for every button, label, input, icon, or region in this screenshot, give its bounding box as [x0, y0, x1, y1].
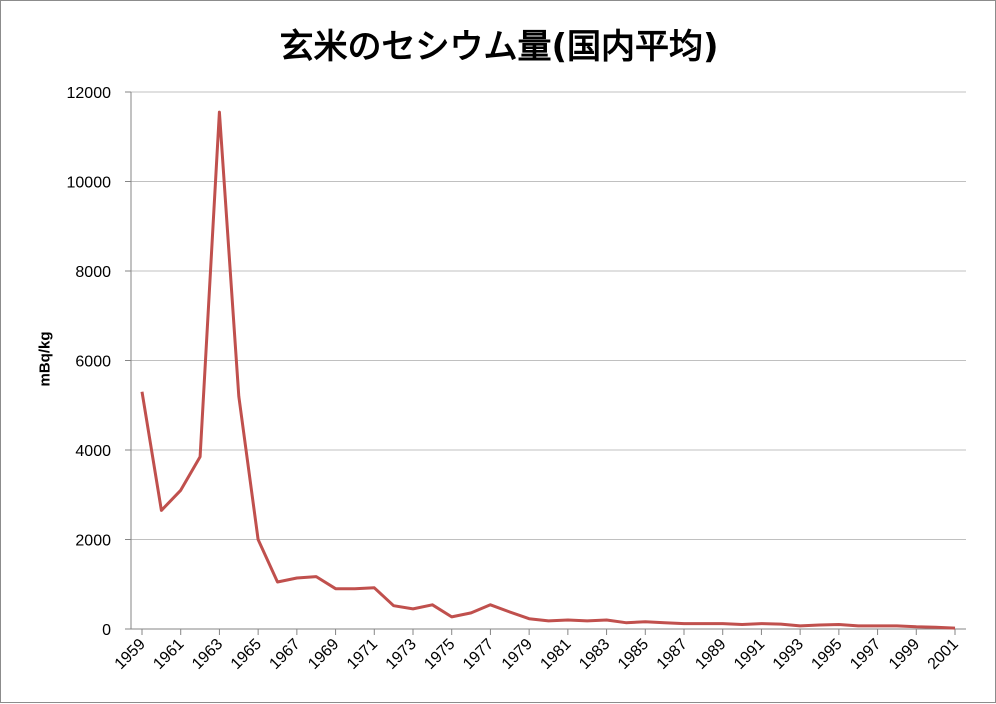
x-tick-label: 1999 — [886, 636, 923, 673]
x-tick-label: 1997 — [847, 636, 884, 673]
y-tick-label: 2000 — [75, 533, 111, 550]
x-tick-label: 1965 — [228, 636, 265, 673]
x-tick-label: 1981 — [537, 636, 574, 673]
x-tick-label: 1961 — [150, 636, 187, 673]
x-tick-label: 1985 — [615, 636, 652, 673]
x-tick-label: 1989 — [692, 636, 729, 673]
x-tick-label: 1973 — [383, 636, 420, 673]
x-tick-label: 1971 — [344, 636, 381, 673]
y-tick-label: 6000 — [75, 354, 111, 371]
x-tick-label: 2001 — [925, 636, 962, 673]
x-tick-label: 1963 — [189, 636, 226, 673]
y-tick-label: 0 — [102, 622, 111, 639]
x-tick-label: 1975 — [421, 636, 458, 673]
y-tick-label: 8000 — [75, 264, 111, 281]
series-line — [140, 110, 956, 630]
x-tick-label: 1967 — [266, 636, 303, 673]
x-tick-label: 1983 — [576, 636, 613, 673]
x-tick-label: 1987 — [654, 636, 691, 673]
x-tick-label: 1959 — [112, 636, 149, 673]
x-tick-label: 1995 — [808, 636, 845, 673]
x-tick-labels: 1959 1961 1963 1965 1967 1969 1971 1973 1975 1977… — [112, 636, 962, 673]
series-lines — [140, 110, 956, 630]
x-tick-label: 1977 — [460, 636, 497, 673]
x-tick-label: 1969 — [305, 636, 342, 673]
x-tick-label: 1991 — [731, 636, 768, 673]
y-tick-label: 12000 — [67, 85, 112, 102]
chart-title: 玄米のセシウム量(国内平均) — [279, 27, 719, 67]
x-tick-label: 1979 — [499, 636, 536, 673]
y-tick-label: 10000 — [67, 175, 112, 192]
x-tick-label: 1993 — [770, 636, 807, 673]
y-tick-label: 4000 — [75, 443, 111, 460]
y-tick-labels: 0 2000 4000 6000 8000 10000 12000 — [67, 85, 112, 639]
gridlines — [125, 91, 966, 635]
